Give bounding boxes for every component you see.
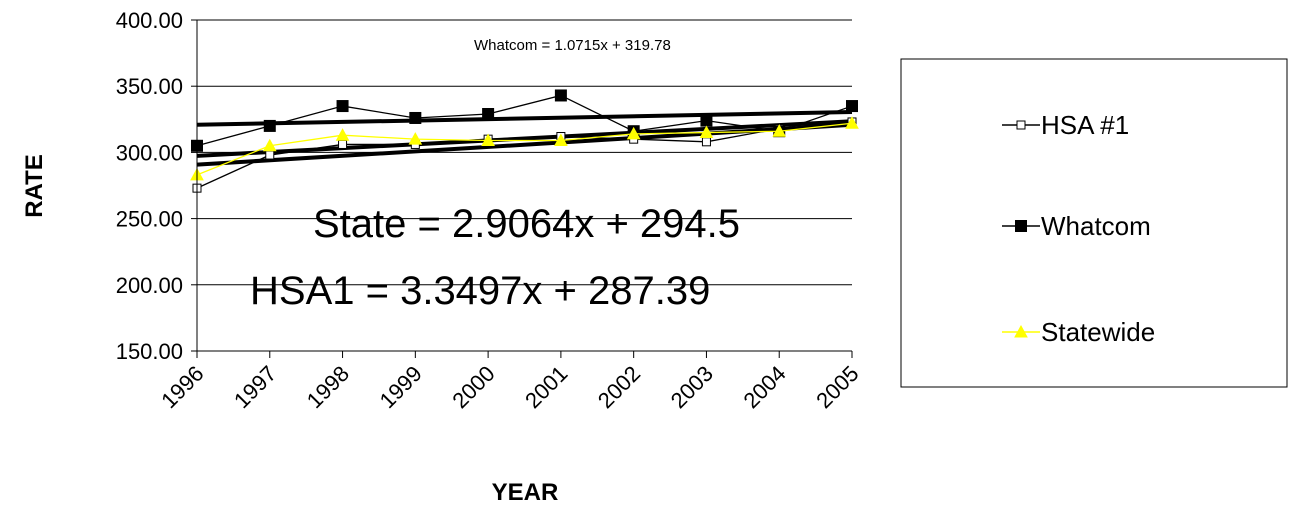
gridlines xyxy=(197,19,852,286)
x-tick-label: 1998 xyxy=(302,361,354,413)
data-point xyxy=(554,133,568,146)
y-tick-label: 200.00 xyxy=(116,273,183,298)
data-point xyxy=(482,108,495,121)
data-point xyxy=(409,111,422,124)
series-line xyxy=(196,121,853,189)
series-statewide xyxy=(190,116,859,181)
trendline xyxy=(196,110,853,127)
series-line xyxy=(196,122,853,176)
x-tick-label: 2001 xyxy=(520,361,572,413)
data-point xyxy=(335,128,350,141)
x-tick-label: 1996 xyxy=(156,361,208,413)
x-tick-label: 2003 xyxy=(666,361,718,413)
x-tick-label: 1997 xyxy=(229,361,281,413)
trendline-label-whatcom: Whatcom = 1.0715x + 319.78 xyxy=(474,37,671,54)
trendline-label-hsa1: HSA1 = 3.3497x + 287.39 xyxy=(250,269,710,313)
series-lines xyxy=(190,89,859,193)
y-tick-label: 250.00 xyxy=(116,207,183,232)
data-point xyxy=(263,119,276,132)
data-point xyxy=(336,100,349,113)
data-point xyxy=(1014,324,1028,338)
data-point xyxy=(338,139,348,149)
x-tick-label: 2002 xyxy=(593,361,645,413)
y-tick-label: 350.00 xyxy=(116,74,183,99)
data-point xyxy=(701,137,711,147)
legend-box xyxy=(900,58,1288,388)
data-point xyxy=(408,132,423,145)
data-point xyxy=(262,138,277,152)
legend-label: Whatcom xyxy=(1041,211,1151,241)
data-point xyxy=(554,89,567,102)
trendline xyxy=(196,119,853,158)
data-point xyxy=(1016,120,1026,130)
data-point xyxy=(1015,220,1027,232)
legend: HSA #1 Whatcom Statewide xyxy=(900,58,1288,388)
data-point xyxy=(845,116,859,129)
data-point xyxy=(265,150,275,160)
x-tick-label: 1999 xyxy=(375,361,427,413)
data-point xyxy=(481,133,495,146)
legend-label: Statewide xyxy=(1041,317,1155,347)
data-point xyxy=(846,100,858,113)
y-axis-title: RATE xyxy=(21,154,48,218)
data-point xyxy=(626,126,641,140)
y-tick-label: 300.00 xyxy=(116,140,183,165)
legend-entry: HSA #1 xyxy=(1002,110,1129,140)
trendline xyxy=(196,122,853,167)
legend-label: HSA #1 xyxy=(1041,110,1129,140)
x-tick-label: 2005 xyxy=(811,361,863,413)
y-tick-label: 400.00 xyxy=(116,8,183,33)
y-tick-label: 150.00 xyxy=(116,339,183,364)
x-tick-label: 2000 xyxy=(447,361,499,413)
data-point xyxy=(772,124,787,137)
legend-entry: Statewide xyxy=(1002,317,1155,347)
data-point xyxy=(699,125,714,139)
legend-entry: Whatcom xyxy=(1002,211,1151,241)
data-point xyxy=(700,114,713,127)
series-line xyxy=(196,94,853,147)
x-tick-label: 2004 xyxy=(738,361,790,413)
trendline-label-state: State = 2.9064x + 294.5 xyxy=(313,202,740,246)
x-axis-title: YEAR xyxy=(492,479,559,506)
